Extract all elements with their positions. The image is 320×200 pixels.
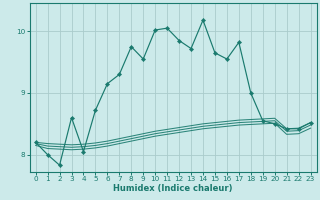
X-axis label: Humidex (Indice chaleur): Humidex (Indice chaleur) <box>113 184 233 193</box>
